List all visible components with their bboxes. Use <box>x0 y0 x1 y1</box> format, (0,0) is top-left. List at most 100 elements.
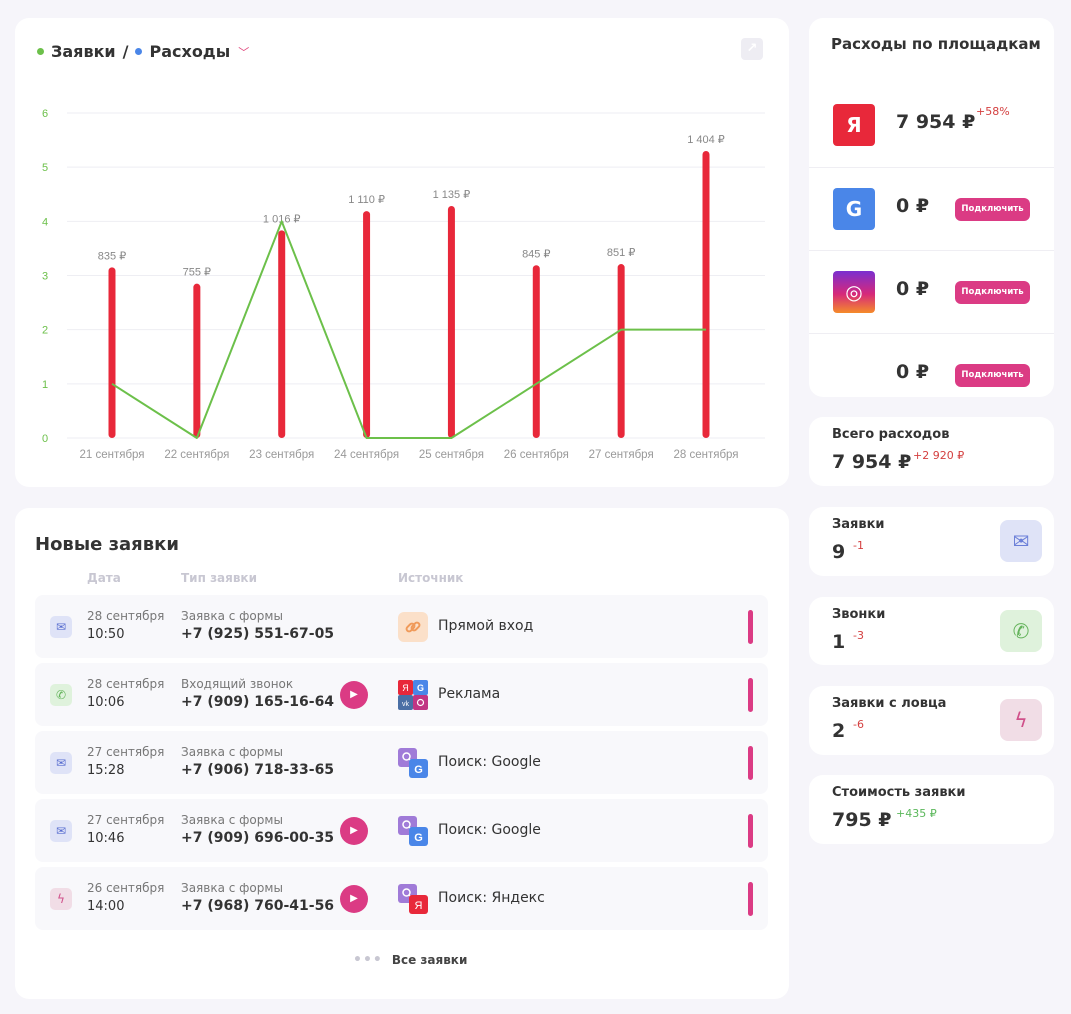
requests-stat-title: Заявки <box>832 517 885 532</box>
link-icon <box>398 612 428 642</box>
bar-value-label: 1 404 ₽ <box>687 134 725 146</box>
request-date: 28 сентября <box>87 609 165 623</box>
platform-amount: 7 954 ₽ <box>896 111 976 133</box>
y-tick-label: 0 <box>42 433 48 445</box>
request-row[interactable]: ✉ 28 сентября 10:50 Заявка с формы +7 (925) … <box>35 595 768 658</box>
phone-icon: ✆ <box>1000 610 1042 652</box>
total-expenses-card: Всего расходов 7 954 ₽ +2 920 ₽ <box>809 417 1054 486</box>
series-b-label: Расходы <box>149 42 231 61</box>
catcher-stat-delta: -6 <box>853 718 864 731</box>
bar-value-label: 755 ₽ <box>183 267 211 279</box>
x-tick-label: 21 сентября <box>79 449 144 461</box>
more-dots-icon: ••• <box>353 952 383 968</box>
catcher-stat-value: 2 <box>832 720 846 742</box>
request-time: 10:06 <box>87 695 125 710</box>
request-phone[interactable]: +7 (968) 760-41-56 <box>181 898 335 914</box>
play-recording-button[interactable]: ▶ <box>340 681 368 709</box>
connect-button[interactable]: Подключить <box>955 198 1030 221</box>
status-indicator <box>748 814 753 848</box>
request-row[interactable]: ✉ 27 сентября 15:28 Заявка с формы +7 (906) … <box>35 731 768 794</box>
bar-value-label: 845 ₽ <box>522 248 550 260</box>
request-date: 28 сентября <box>87 677 165 691</box>
request-source: Поиск: Яндекс <box>438 890 545 906</box>
bar <box>447 206 455 438</box>
mail-icon: ✉ <box>1000 520 1042 562</box>
bar-value-label: 835 ₽ <box>98 250 126 262</box>
x-tick-label: 27 сентября <box>589 449 654 461</box>
platform-expenses-card: Расходы по площадкам Я 7 954 ₽ +58% G 0 ₽ Под… <box>809 18 1054 397</box>
mail-icon: ✉ <box>50 820 72 842</box>
series-b-dot <box>135 48 143 55</box>
total-expenses-title: Всего расходов <box>832 427 950 442</box>
mail-icon: ✉ <box>50 616 72 638</box>
platform-row: ◎ 0 ₽ Подключить <box>809 250 1054 333</box>
total-expenses-value: 7 954 ₽ <box>832 451 912 473</box>
request-row[interactable]: ✆ 28 сентября 10:06 Входящий звонок +7 (909)… <box>35 663 768 726</box>
search-google-icon: G <box>398 816 428 846</box>
series-a-dot <box>37 48 44 55</box>
request-time: 10:46 <box>87 831 125 846</box>
bolt-icon: ϟ <box>1000 699 1042 741</box>
request-phone[interactable]: +7 (925) 551-67-05 <box>181 626 335 642</box>
request-phone[interactable]: +7 (909) 165-16-64 <box>181 694 335 710</box>
request-source: Реклама <box>438 686 501 702</box>
y-tick-label: 1 <box>42 379 48 391</box>
connect-button[interactable]: Подключить <box>955 364 1030 387</box>
request-date: 27 сентября <box>87 745 165 759</box>
request-cost-card: Стоимость заявки 795 ₽ +435 ₽ <box>809 775 1054 844</box>
y-tick-label: 6 <box>42 108 48 120</box>
search-google-icon: G <box>398 748 428 778</box>
request-type: Входящий звонок <box>181 677 294 691</box>
status-indicator <box>748 746 753 780</box>
play-recording-button[interactable]: ▶ <box>340 817 368 845</box>
play-recording-button[interactable]: ▶ <box>340 885 368 913</box>
request-row[interactable]: ϟ 26 сентября 14:00 Заявка с формы +7 (968) … <box>35 867 768 930</box>
platform-amount: 0 ₽ <box>896 195 930 217</box>
phone-icon: ✆ <box>50 684 72 706</box>
y-tick-label: 3 <box>42 271 48 283</box>
all-requests-label: Все заявки <box>391 953 468 967</box>
total-expenses-delta: +2 920 ₽ <box>913 449 965 462</box>
svg-text:Я: Я <box>402 683 409 693</box>
column-header-source: Источник <box>398 571 464 585</box>
svg-text:G: G <box>414 832 423 844</box>
x-tick-label: 24 сентября <box>334 449 399 461</box>
svg-text:Я: Я <box>415 900 423 912</box>
connect-button[interactable]: Подключить <box>955 281 1030 304</box>
x-tick-label: 25 сентября <box>419 449 484 461</box>
bar <box>617 264 625 438</box>
platform-row: G 0 ₽ Подключить <box>809 167 1054 250</box>
chevron-down-icon[interactable]: ﹀ <box>238 45 250 59</box>
request-time: 14:00 <box>87 899 125 914</box>
new-requests-title: Новые заявки <box>35 534 179 555</box>
request-phone[interactable]: +7 (906) 718-33-65 <box>181 762 335 778</box>
request-source: Поиск: Google <box>438 822 541 838</box>
request-row[interactable]: ✉ 27 сентября 10:46 Заявка с формы +7 (909) … <box>35 799 768 862</box>
column-header-date: Дата <box>87 571 121 585</box>
column-header-type: Тип заявки <box>181 571 257 585</box>
catcher-stat-title: Заявки с ловца <box>832 696 947 711</box>
platform-amount: 0 ₽ <box>896 278 930 300</box>
request-phone[interactable]: +7 (909) 696-00-35 <box>181 830 335 846</box>
line-series <box>111 220 706 439</box>
bolt-icon: ϟ <box>50 888 72 910</box>
calls-stat-title: Звонки <box>832 607 886 622</box>
bar <box>702 151 710 439</box>
all-requests-link[interactable]: ••• Все заявки <box>353 952 467 968</box>
instagram-logo: ◎ <box>833 271 875 313</box>
mail-icon: ✉ <box>50 752 72 774</box>
x-tick-label: 28 сентября <box>673 449 738 461</box>
request-type: Заявка с формы <box>181 813 283 827</box>
request-cost-title: Стоимость заявки <box>832 785 966 800</box>
requests-stat-card: Заявки 9 -1 ✉ <box>809 507 1054 576</box>
bar <box>532 265 540 438</box>
catcher-stat-card: Заявки с ловца 2 -6 ϟ <box>809 686 1054 755</box>
expand-icon[interactable]: ↗ <box>741 38 763 60</box>
chart-header[interactable]: Заявки / Расходы ﹀ <box>37 42 249 61</box>
bar-value-label: 1 110 ₽ <box>348 194 385 206</box>
bar <box>363 211 371 438</box>
x-tick-label: 23 сентября <box>249 449 314 461</box>
status-indicator <box>748 610 753 644</box>
request-type: Заявка с формы <box>181 881 283 895</box>
